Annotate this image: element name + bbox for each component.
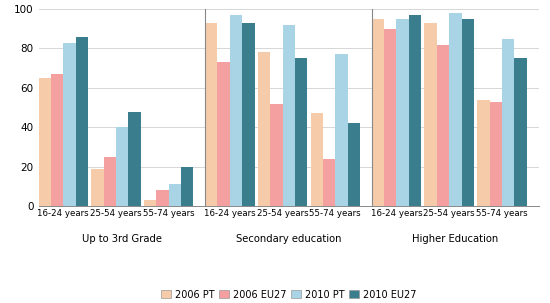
Bar bbox=[372, 19, 384, 206]
Bar bbox=[169, 184, 181, 206]
Bar bbox=[461, 19, 474, 206]
Bar bbox=[311, 113, 323, 206]
Bar bbox=[116, 127, 128, 206]
Bar bbox=[514, 58, 527, 206]
Bar bbox=[270, 104, 283, 206]
Bar bbox=[51, 74, 63, 206]
Bar bbox=[103, 157, 116, 206]
Bar bbox=[437, 45, 449, 206]
Bar bbox=[242, 23, 255, 206]
Bar bbox=[477, 100, 490, 206]
Text: Higher Education: Higher Education bbox=[412, 234, 498, 244]
Bar bbox=[128, 112, 141, 206]
Bar bbox=[205, 23, 217, 206]
Bar bbox=[425, 23, 437, 206]
Bar bbox=[490, 102, 502, 206]
Bar bbox=[63, 43, 75, 206]
Bar bbox=[502, 39, 514, 206]
Bar bbox=[217, 62, 230, 206]
Bar bbox=[144, 200, 156, 206]
Bar bbox=[409, 15, 421, 206]
Bar bbox=[384, 29, 397, 206]
Bar bbox=[348, 123, 360, 206]
Bar bbox=[39, 78, 51, 206]
Legend: 2006 PT, 2006 EU27, 2010 PT, 2010 EU27: 2006 PT, 2006 EU27, 2010 PT, 2010 EU27 bbox=[157, 286, 420, 303]
Bar bbox=[323, 159, 336, 206]
Bar bbox=[397, 19, 409, 206]
Bar bbox=[181, 167, 194, 206]
Bar bbox=[295, 58, 307, 206]
Bar bbox=[258, 52, 270, 206]
Bar bbox=[91, 168, 103, 206]
Text: Up to 3rd Grade: Up to 3rd Grade bbox=[82, 234, 162, 244]
Bar bbox=[283, 25, 295, 206]
Bar bbox=[449, 13, 461, 206]
Text: Secondary education: Secondary education bbox=[236, 234, 342, 244]
Bar bbox=[75, 37, 88, 206]
Bar bbox=[156, 190, 169, 206]
Bar bbox=[336, 55, 348, 206]
Bar bbox=[230, 15, 242, 206]
